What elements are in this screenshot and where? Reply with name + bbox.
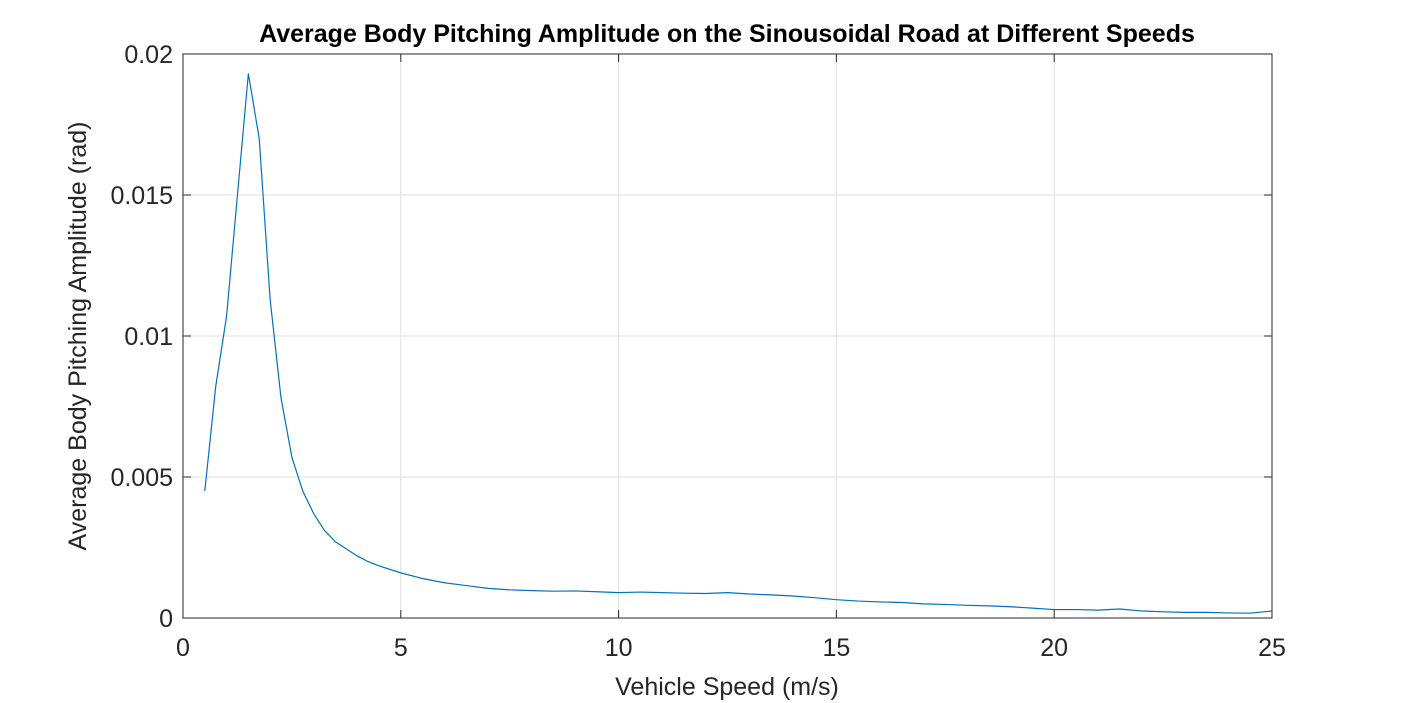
y-tick-label: 0.02 (124, 41, 173, 69)
x-tick-label: 5 (394, 634, 408, 662)
x-tick-label: 15 (822, 634, 850, 662)
x-tick-label: 20 (1040, 634, 1068, 662)
series-layer (204, 73, 1273, 614)
y-tick-label: 0.005 (110, 464, 173, 492)
y-tick-label: 0.015 (110, 182, 173, 210)
series-line (204, 73, 1273, 614)
x-axis-label: Vehicle Speed (m/s) (615, 673, 839, 701)
axis-ticks: 0 5 10 15 20 25 0 0.005 0.01 0.015 0.02 (110, 41, 1285, 662)
x-tick-label: 10 (605, 634, 633, 662)
chart-title: Average Body Pitching Amplitude on the S… (259, 20, 1195, 48)
y-tick-label: 0.01 (124, 323, 173, 351)
y-tick-label: 0 (159, 605, 173, 633)
x-tick-label: 25 (1258, 634, 1286, 662)
x-tick-label: 0 (176, 634, 190, 662)
y-axis-label: Average Body Pitching Amplitude (rad) (64, 122, 92, 551)
